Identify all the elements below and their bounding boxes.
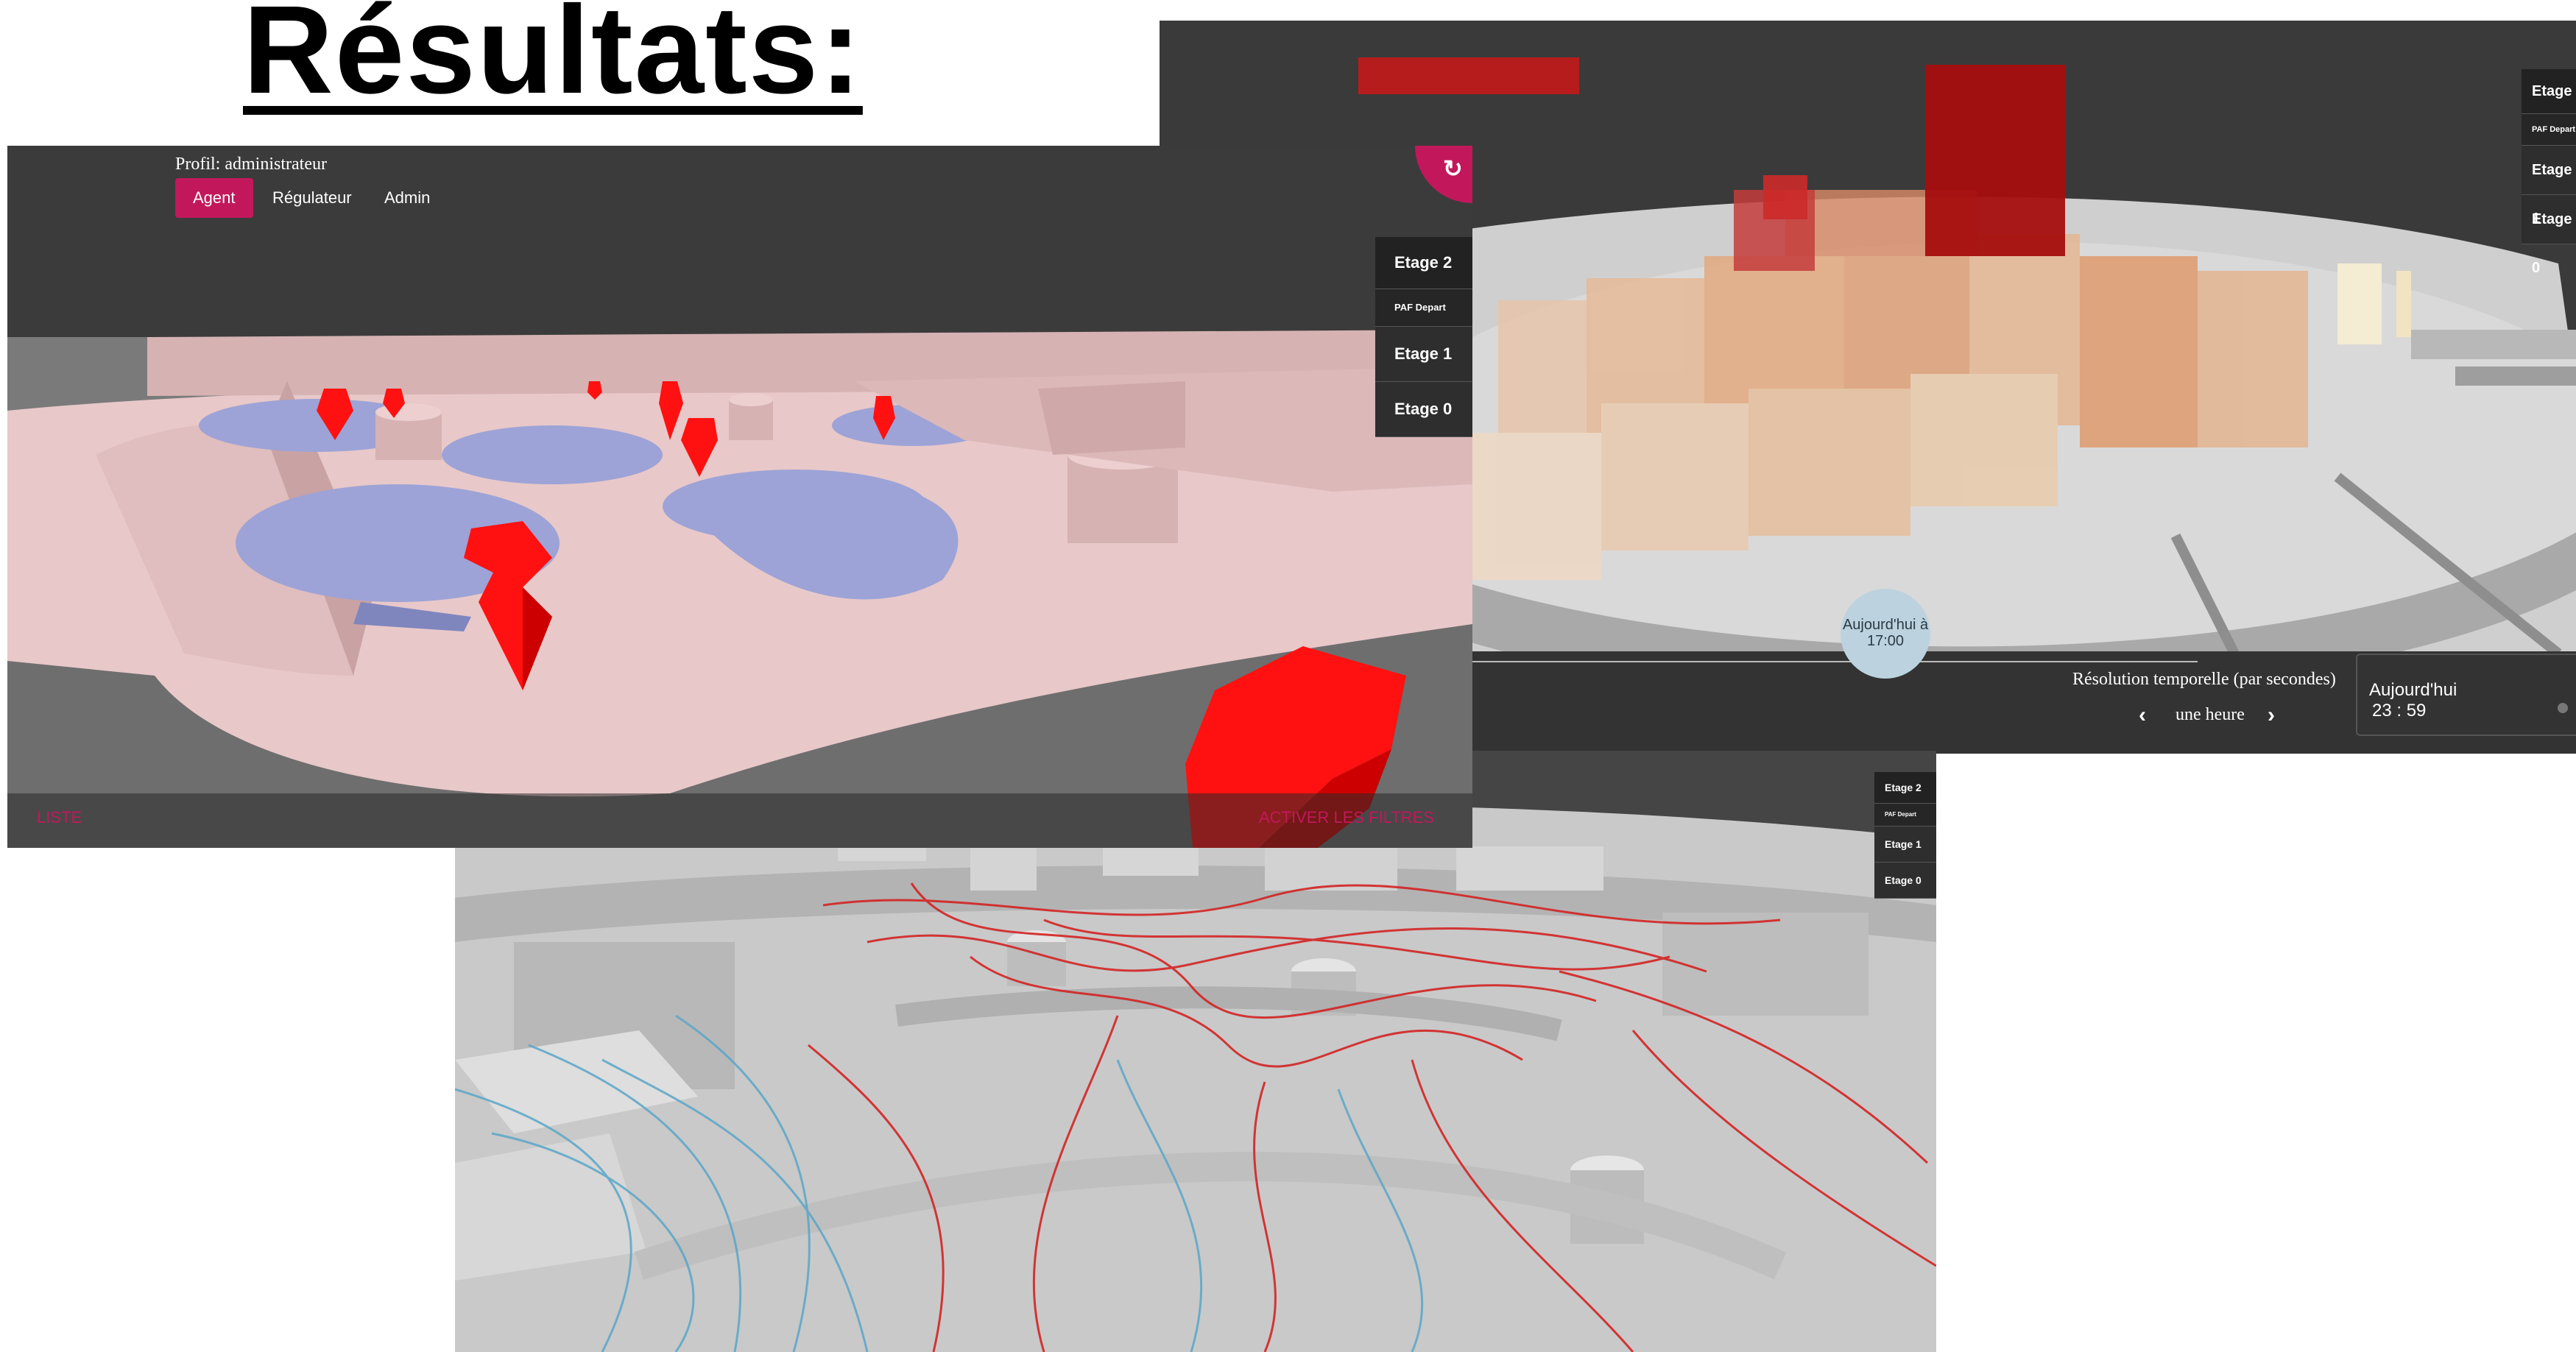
chevron-right-icon[interactable]: › (2268, 703, 2275, 727)
floor-selector: Etage 2 PAF Depart Etage 1 Etage 0 (2522, 69, 2576, 276)
date-picker-time: 23 : 59 (2372, 701, 2427, 721)
floor-button-etage-0[interactable]: Etage 0 (2522, 195, 2576, 276)
list-button[interactable]: LISTE (37, 808, 82, 827)
agent-view-panel: Profil: administrateur Agent Régulateur … (7, 146, 1472, 848)
timeline-handle-time: 17:00 (1866, 633, 1905, 649)
chevron-left-icon[interactable]: ‹ (2139, 703, 2146, 727)
floor-button-etage-1[interactable]: Etage 1 (2522, 146, 2576, 227)
trajectories-3d-scene[interactable] (455, 751, 1936, 1352)
floor-selector: Etage 2 PAF Depart Etage 1 Etage 0 (1375, 237, 1472, 437)
date-picker-day: Aujourd'hui (2369, 680, 2457, 700)
floor-button-paf-depart[interactable]: PAF Depart (2522, 114, 2576, 146)
timeline-handle[interactable] (1841, 589, 1930, 679)
floor-button-etage-2[interactable]: Etage 2 (1874, 772, 1936, 804)
tab-regulateur[interactable]: Régulateur (272, 188, 352, 207)
tab-admin[interactable]: Admin (384, 188, 431, 207)
heatmap-3d-scene[interactable] (1160, 21, 2576, 754)
date-picker[interactable] (2356, 654, 2576, 736)
floor-button-etage-2[interactable]: Etage 2 (2522, 69, 2576, 144)
activate-filters-button[interactable]: ACTIVER LES FILTRES (1259, 808, 1434, 827)
floor-button-etage-0[interactable]: Etage 0 (1874, 863, 1936, 899)
resolution-value: une heure (2176, 705, 2245, 724)
floor-button-paf-depart[interactable]: PAF Depart (1375, 289, 1472, 327)
timeline-handle-day: Aujourd'hui à (1842, 617, 1929, 633)
floor-button-etage-1[interactable]: Etage 1 (1375, 327, 1472, 382)
floor-button-etage-2[interactable]: Etage 2 (1375, 237, 1472, 289)
resolution-label: Résolution temporelle (par secondes) (2072, 670, 2336, 689)
timeline-handle-label: Aujourd'hui à 17:00 (1841, 617, 1930, 649)
agent-3d-scene[interactable] (7, 146, 1472, 848)
floor-button-etage-1[interactable]: Etage 1 (1874, 827, 1936, 863)
slide-title: Résultats: (243, 0, 863, 120)
heatmap-view-panel: Etage 2 PAF Depart Etage 1 Etage 0 (1160, 21, 2576, 754)
tab-agent[interactable]: Agent (175, 178, 253, 218)
floor-button-etage-0[interactable]: Etage 0 (1375, 382, 1472, 437)
profile-label: Profil: administrateur (175, 155, 327, 174)
floor-button-paf-depart[interactable]: PAF Depart (1874, 804, 1936, 827)
trajectories-view-panel: Etage 2 PAF Depart Etage 1 Etage 0 (455, 751, 1936, 1352)
clock-icon (2558, 703, 2568, 713)
timeline-track[interactable] (1469, 661, 2198, 662)
floor-selector: Etage 2 PAF Depart Etage 1 Etage 0 (1874, 772, 1936, 899)
sync-icon: ↻ (1443, 155, 1463, 182)
